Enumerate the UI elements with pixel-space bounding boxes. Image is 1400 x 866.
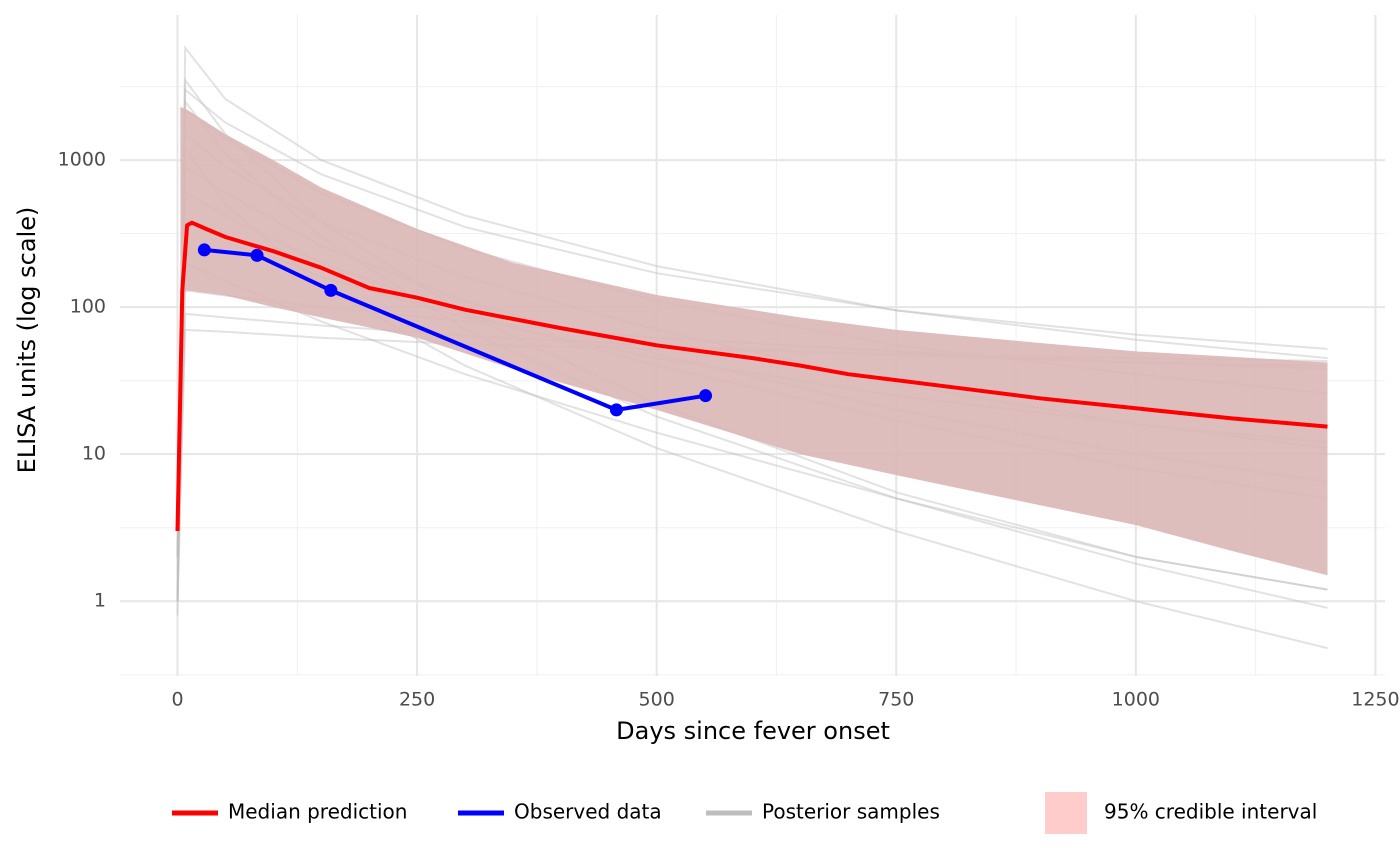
data-point — [324, 283, 338, 297]
posterior-sample — [176, 44, 1328, 602]
series-line — [175, 220, 1328, 532]
data-point — [699, 389, 713, 403]
x-tick-label: 250 — [399, 689, 435, 711]
y-tick-label: 1000 — [58, 149, 106, 171]
credible-band — [180, 106, 1328, 576]
legend-label: 95% credible interval — [1104, 800, 1317, 824]
data-point — [250, 248, 264, 262]
legend-key — [1045, 792, 1087, 834]
legend-label: Median prediction — [228, 800, 407, 824]
data-point — [197, 243, 211, 257]
data-point — [609, 403, 623, 417]
x-tick-label: 0 — [171, 689, 183, 711]
x-axis-title: Days since fever onset — [616, 717, 890, 745]
x-tick-label: 1250 — [1351, 689, 1399, 711]
credible-band-shade — [180, 106, 1328, 576]
y-tick-label: 1 — [94, 590, 106, 612]
x-tick-label: 750 — [878, 689, 914, 711]
y-tick-label: 100 — [70, 296, 106, 318]
y-axis-title: ELISA units (log scale) — [13, 207, 41, 474]
x-tick-label: 500 — [639, 689, 675, 711]
posterior-sample — [176, 87, 1328, 557]
x-tick-label: 1000 — [1112, 689, 1160, 711]
legend-label: Observed data — [514, 800, 662, 824]
y-tick-label: 10 — [82, 443, 106, 465]
legend-label: Posterior samples — [762, 800, 940, 824]
